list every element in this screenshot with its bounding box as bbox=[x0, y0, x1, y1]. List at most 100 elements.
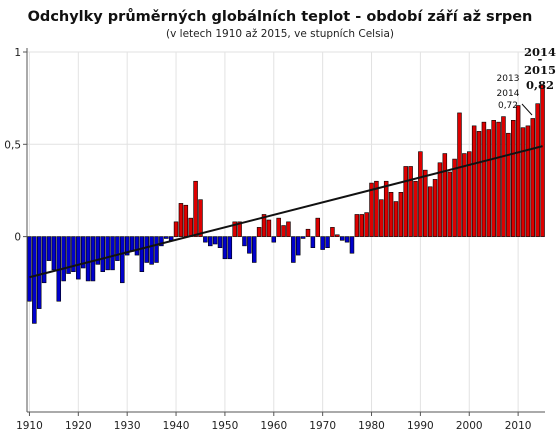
x-tick-label: 1930 bbox=[114, 420, 141, 432]
bar bbox=[330, 227, 335, 237]
bar bbox=[437, 162, 443, 237]
bar bbox=[300, 236, 306, 239]
y-tick-label: 1 bbox=[14, 47, 21, 59]
bar bbox=[149, 236, 154, 265]
bar bbox=[178, 203, 184, 237]
bar bbox=[344, 236, 350, 243]
annotation-bold-dash: - bbox=[538, 52, 543, 66]
bar bbox=[379, 199, 384, 237]
y-tick-label: 0,5 bbox=[4, 139, 21, 151]
bar bbox=[85, 236, 91, 282]
bar bbox=[76, 236, 81, 280]
x-tick-label: 1950 bbox=[212, 420, 239, 432]
bar bbox=[339, 236, 345, 241]
x-tick-label: 2010 bbox=[505, 420, 532, 432]
bar bbox=[510, 120, 516, 237]
bar bbox=[110, 236, 115, 271]
x-tick-label: 1990 bbox=[407, 420, 434, 432]
bar bbox=[325, 236, 330, 248]
bar bbox=[393, 201, 399, 237]
bar bbox=[100, 236, 105, 272]
bar bbox=[208, 236, 213, 247]
bar bbox=[120, 236, 125, 284]
bar bbox=[476, 131, 482, 237]
bar bbox=[188, 217, 193, 237]
bar bbox=[354, 214, 360, 237]
x-axis-ticks: 1910 1920 1930 1940 1950 1960 1970 1980 1990 2000… bbox=[16, 412, 531, 432]
bar bbox=[281, 225, 286, 237]
bar bbox=[105, 236, 110, 271]
bar bbox=[408, 166, 413, 237]
bar bbox=[467, 151, 472, 237]
bar bbox=[266, 219, 272, 237]
bar bbox=[90, 236, 96, 282]
bar bbox=[369, 182, 374, 237]
bar bbox=[203, 236, 208, 243]
bar bbox=[124, 236, 130, 256]
bar bbox=[320, 236, 325, 250]
bar bbox=[193, 180, 198, 237]
bar bbox=[491, 120, 496, 237]
axes bbox=[26, 48, 545, 413]
bar bbox=[261, 214, 267, 237]
bar bbox=[198, 199, 203, 237]
bar bbox=[173, 221, 179, 237]
bar bbox=[80, 236, 86, 269]
bar bbox=[364, 212, 369, 237]
annotation-leader-line bbox=[521, 103, 533, 116]
bar bbox=[462, 153, 467, 237]
annotation-bold-year2: 2015 bbox=[524, 63, 556, 77]
bar bbox=[501, 116, 506, 237]
bar bbox=[154, 236, 159, 263]
bar bbox=[403, 166, 408, 237]
bar bbox=[374, 180, 379, 237]
bar bbox=[481, 121, 487, 237]
bar bbox=[32, 236, 37, 324]
bar bbox=[232, 221, 237, 237]
bar bbox=[427, 186, 433, 237]
bar bbox=[139, 236, 145, 272]
bar bbox=[36, 236, 42, 309]
bar bbox=[227, 236, 233, 260]
annotation-bold-year: 2014 bbox=[524, 45, 556, 59]
bar bbox=[520, 127, 526, 237]
bar bbox=[535, 103, 540, 237]
bar bbox=[271, 236, 277, 243]
bar bbox=[457, 112, 462, 237]
bar bbox=[237, 221, 242, 237]
y-tick-label: 0 bbox=[14, 232, 21, 244]
bar bbox=[515, 105, 521, 237]
bar bbox=[134, 236, 140, 256]
bar bbox=[251, 236, 257, 263]
bar bbox=[413, 180, 418, 237]
x-tick-label: 1920 bbox=[65, 420, 92, 432]
bar bbox=[383, 180, 389, 237]
bar bbox=[164, 236, 169, 239]
x-tick-label: 1980 bbox=[358, 420, 385, 432]
bar bbox=[506, 132, 511, 237]
bar bbox=[115, 236, 120, 261]
bar bbox=[471, 125, 477, 237]
bar bbox=[423, 169, 428, 237]
bar bbox=[217, 236, 223, 248]
bar bbox=[61, 236, 66, 282]
bar bbox=[159, 236, 164, 247]
bar bbox=[432, 179, 438, 237]
x-tick-label: 2000 bbox=[456, 420, 483, 432]
x-tick-label: 1960 bbox=[260, 420, 287, 432]
bar bbox=[447, 171, 452, 237]
bar bbox=[496, 121, 501, 237]
bar bbox=[46, 236, 52, 261]
bar bbox=[525, 125, 531, 237]
bar bbox=[442, 153, 448, 237]
bar bbox=[51, 236, 57, 271]
bar bbox=[71, 236, 76, 272]
bar bbox=[41, 236, 47, 284]
bar bbox=[540, 84, 545, 237]
bar bbox=[144, 236, 149, 263]
bar-series bbox=[27, 84, 545, 324]
bar bbox=[222, 236, 228, 260]
bar bbox=[349, 236, 355, 254]
bar bbox=[388, 192, 394, 237]
bar bbox=[398, 192, 404, 237]
